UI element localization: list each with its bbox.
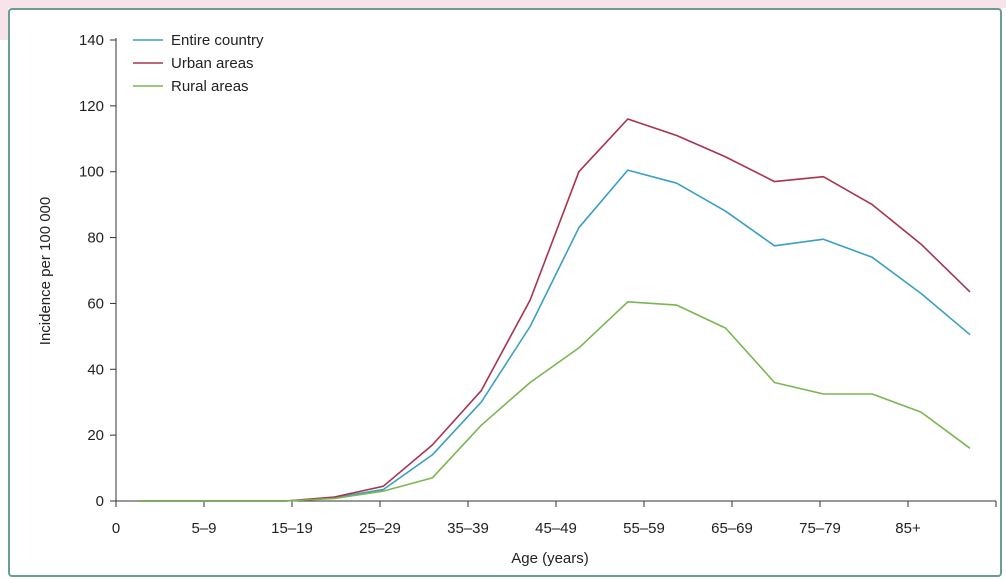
tick-labels: 0 20 40 60 80 100 120 140 0 5–9 15–19 25–29 35–39 45–…: [79, 32, 921, 537]
x-axis-title: Age (years): [511, 550, 589, 567]
x-tick-label-0: 0: [112, 520, 120, 537]
y-axis-title: Incidence per 100 000: [37, 197, 54, 345]
tick-marks: [110, 39, 997, 507]
y-tick-label-60: 60: [87, 295, 104, 312]
x-tick-label-8: 75–79: [799, 520, 841, 537]
x-tick-label-7: 65–69: [711, 520, 753, 537]
legend-label-rural-areas: Rural areas: [171, 78, 249, 95]
series-line-entire-country: [139, 169, 971, 502]
legend: Entire country Urban areas Rural areas: [133, 32, 264, 95]
x-tick-label-6: 55–59: [623, 520, 665, 537]
left-background-strip: [0, 0, 8, 40]
series-lines: [139, 118, 971, 502]
x-tick-label-5: 45–49: [535, 520, 577, 537]
figure-border: [8, 8, 1002, 577]
y-tick-label-20: 20: [87, 427, 104, 444]
axes: [115, 38, 996, 502]
legend-label-entire-country: Entire country: [171, 32, 264, 49]
y-tick-label-140: 140: [79, 32, 104, 49]
series-line-urban-areas: [139, 118, 971, 502]
x-tick-label-2: 15–19: [271, 520, 313, 537]
x-tick-label-3: 25–29: [359, 520, 401, 537]
y-tick-label-80: 80: [87, 230, 104, 247]
x-tick-label-1: 5–9: [191, 520, 216, 537]
y-tick-label-0: 0: [96, 493, 104, 510]
y-tick-label-40: 40: [87, 361, 104, 378]
y-tick-label-100: 100: [79, 164, 104, 181]
series-line-rural-areas: [139, 300, 971, 502]
top-background-strip: [0, 0, 1006, 8]
x-tick-label-4: 35–39: [447, 520, 489, 537]
legend-label-urban-areas: Urban areas: [171, 55, 254, 72]
x-tick-label-9: 85+: [895, 520, 921, 537]
y-tick-label-120: 120: [79, 98, 104, 115]
